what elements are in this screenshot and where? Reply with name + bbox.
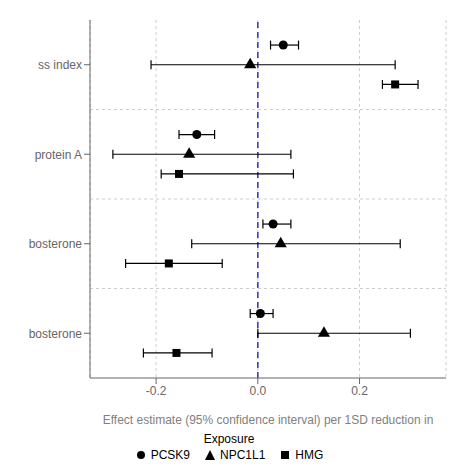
svg-text:protein A: protein A (35, 148, 82, 162)
svg-text:-0.2: -0.2 (146, 384, 167, 398)
html-text:NPC1L1: NPC1L1 (220, 448, 266, 462)
svg-text:bosterone: bosterone (29, 237, 83, 251)
html-text:Exposure: Exposure (203, 432, 255, 446)
svg-text:bosterone: bosterone (29, 327, 83, 341)
svg-text:Effect estimate (95% confidenc: Effect estimate (95% confidence interval… (103, 413, 434, 427)
html-text:HMG: HMG (295, 448, 324, 462)
html-text:PCSK9: PCSK9 (150, 448, 190, 462)
svg-text:0.0: 0.0 (249, 384, 266, 398)
svg-text:ss index: ss index (38, 58, 82, 72)
svg-text:0.2: 0.2 (351, 384, 368, 398)
